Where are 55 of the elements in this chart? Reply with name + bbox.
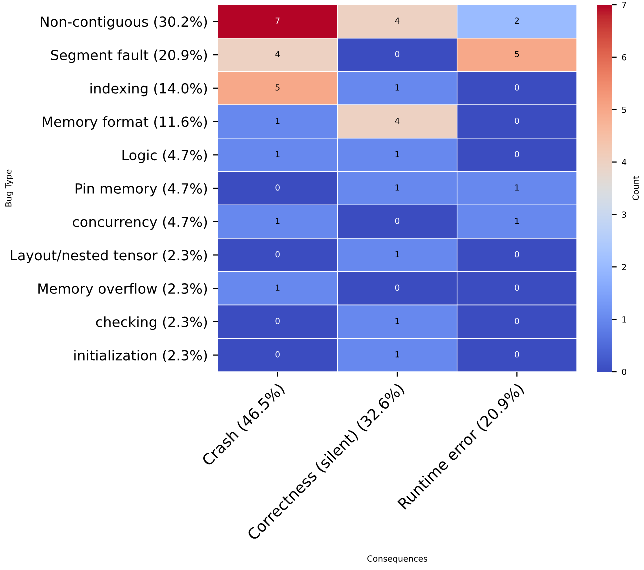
color-bar-label: 2 (622, 264, 626, 270)
color-bar-label: 5 (622, 106, 626, 114)
data-label: 0 (515, 151, 520, 158)
data-label: 1 (515, 218, 520, 224)
y-tick-label: Segment fault (20.9%) (51, 50, 208, 64)
color-bar-label: 4 (622, 159, 627, 166)
data-label: 0 (395, 218, 400, 224)
data-label: 0 (276, 351, 280, 358)
data-label: 1 (276, 284, 280, 291)
color-bar-label: 1 (622, 316, 626, 323)
data-label: 0 (515, 118, 520, 124)
color-bar-label: 0 (622, 368, 626, 376)
data-label: 4 (395, 118, 400, 124)
data-label: 1 (396, 352, 400, 358)
y-tick-label: checking (2.3%) (96, 316, 208, 330)
color-bar-label: 6 (622, 54, 626, 61)
data-label: 0 (276, 318, 280, 324)
y-tick-label: concurrency (4.7%) (73, 216, 208, 230)
y-tick-label: Logic (4.7%) (122, 150, 208, 164)
data-label: 1 (276, 151, 280, 158)
y-tick-label: Non-contiguous (30.2%) (41, 16, 208, 30)
data-label: 2 (515, 18, 519, 24)
color-bar-title: Count (632, 176, 640, 200)
data-label: 1 (276, 218, 280, 224)
data-label: 0 (515, 318, 520, 324)
data-label: 7 (276, 18, 280, 24)
data-label: 5 (515, 51, 520, 58)
y-tick-label: Layout/nested tensor (2.3%) (11, 250, 208, 264)
data-label: 4 (276, 51, 280, 58)
color-bar-label: 3 (622, 212, 626, 218)
x-axis-title: Consequences (368, 556, 428, 564)
data-label: 1 (396, 318, 400, 324)
data-label: 4 (395, 18, 400, 24)
data-label: 0 (395, 284, 400, 292)
data-label: 5 (276, 84, 280, 91)
data-label: 1 (396, 251, 400, 258)
data-label: 0 (515, 84, 520, 91)
data-label: 0 (276, 251, 280, 258)
data-label: 0 (515, 351, 520, 358)
y-axis-title: Bug Type (6, 170, 14, 207)
data-label: 1 (396, 84, 400, 91)
data-label: 0 (515, 251, 520, 258)
data-label: 0 (276, 184, 280, 191)
data-label: 0 (395, 51, 400, 58)
data-label: 1 (276, 118, 280, 124)
data-label: 1 (396, 151, 400, 158)
y-tick-label: Pin memory (4.7%) (76, 183, 208, 197)
data-label: 1 (396, 184, 400, 191)
color-bar-label: 7 (622, 2, 626, 8)
y-tick-label: Memory format (11.6%) (43, 116, 208, 130)
y-tick-label: initialization (2.3%) (74, 350, 208, 362)
y-tick-label: indexing (14.0%) (90, 83, 208, 97)
y-tick-label: Memory overflow (2.3%) (38, 283, 208, 297)
data-label: 1 (515, 184, 520, 191)
data-label: 0 (515, 284, 520, 292)
